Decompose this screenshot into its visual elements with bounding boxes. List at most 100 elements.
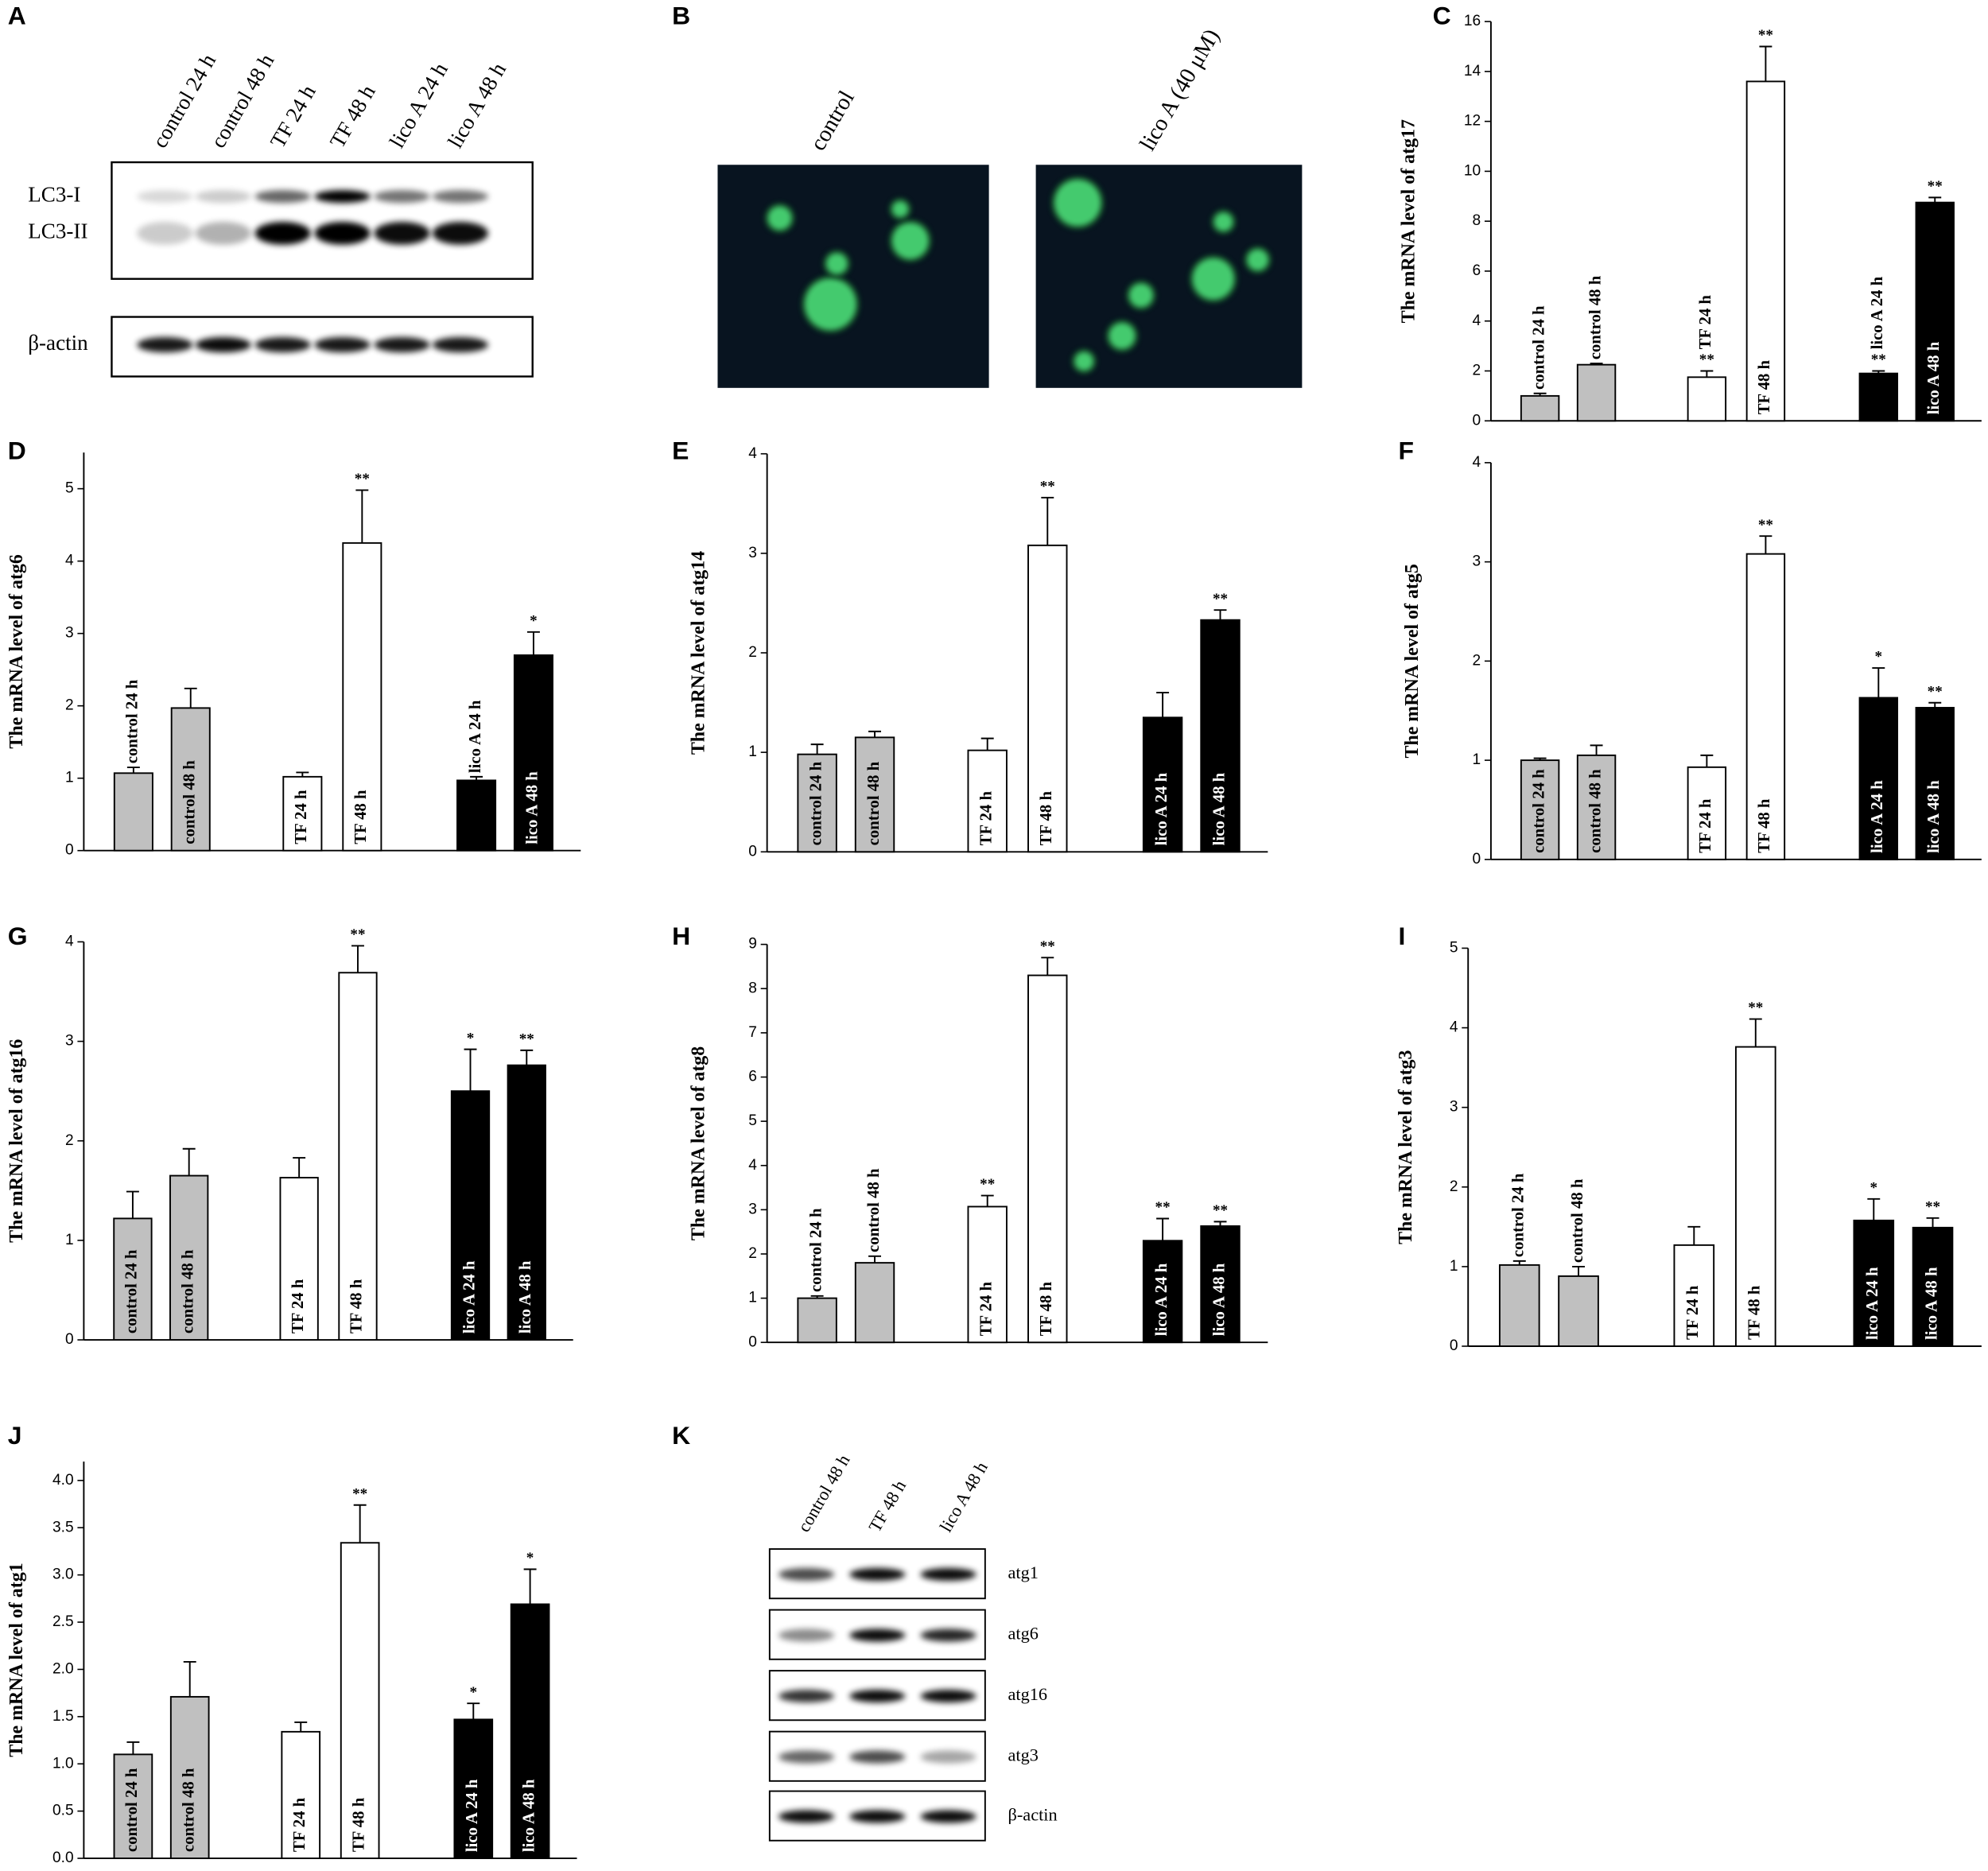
error-bar <box>526 631 540 655</box>
error-bar <box>1928 196 1942 203</box>
significance: ** <box>350 926 365 943</box>
blot-band <box>195 190 251 204</box>
y-tick-label: 2 <box>748 1245 757 1262</box>
y-tick-label: 9 <box>748 936 757 953</box>
panel-label: K <box>672 1421 690 1450</box>
y-tick-label: 2 <box>748 644 757 661</box>
row-label: atg6 <box>1008 1624 1039 1644</box>
error-bar <box>1867 1198 1881 1221</box>
error-bar <box>980 1194 994 1207</box>
error-bar <box>523 1568 537 1605</box>
blot-band <box>137 221 193 245</box>
y-tick-label: 2.0 <box>52 1660 74 1677</box>
error-bar <box>1749 1018 1762 1047</box>
bar-label: lico A 24 h <box>460 1260 478 1333</box>
row-label: atg1 <box>1008 1562 1039 1582</box>
bar <box>1858 697 1899 860</box>
lane-label: TF 48 h <box>864 1477 910 1535</box>
error-bar <box>1512 1260 1526 1265</box>
y-tick-label: 1 <box>65 1232 74 1248</box>
bar <box>513 654 553 852</box>
blot-band <box>374 221 430 245</box>
y-tick-label: 2 <box>1473 652 1481 669</box>
y-tick-label: 4 <box>1473 454 1481 471</box>
panel-label: H <box>672 922 690 950</box>
blot-band <box>778 1750 835 1764</box>
y-tick-label: 0 <box>1450 1337 1458 1354</box>
row-label: β-actin <box>28 331 88 355</box>
blot-band <box>920 1628 977 1642</box>
bar-label: lico A 24 h <box>1153 1263 1171 1336</box>
bar-label: control 24 h <box>1530 769 1547 853</box>
row-label: β-actin <box>1008 1805 1058 1825</box>
y-tick-label: 12 <box>1464 113 1481 130</box>
image-label: lico A (40 μM) <box>1135 25 1225 155</box>
error-bar <box>1533 392 1547 396</box>
bar-label: control 24 h <box>1530 305 1547 390</box>
significance: ** <box>1925 1198 1940 1215</box>
error-bar <box>1590 363 1603 365</box>
error-bar <box>467 1702 480 1720</box>
lane-label: TF 48 h <box>325 80 380 152</box>
bar <box>1745 80 1786 422</box>
lane-label: TF 24 h <box>266 80 320 152</box>
y-tick-label: 10 <box>1464 162 1481 179</box>
significance: * <box>526 1550 534 1566</box>
bar <box>1027 974 1068 1344</box>
blot-band <box>195 337 251 353</box>
panel-label: J <box>8 1421 22 1450</box>
bar <box>113 1753 153 1860</box>
bar-label: lico A 48 h <box>1923 1267 1940 1340</box>
bar <box>338 972 378 1341</box>
y-axis-label: The mRNA level of atg16 <box>6 1039 27 1243</box>
error-bar <box>1213 1221 1227 1226</box>
significance: ** <box>355 471 370 487</box>
lane-label: lico A 48 h <box>443 58 511 152</box>
error-bar <box>980 737 994 751</box>
error-bar <box>1590 744 1603 755</box>
y-tick-label: 16 <box>1464 13 1481 29</box>
y-tick-label: 4 <box>748 445 757 462</box>
bar <box>1142 716 1183 853</box>
y-tick-label: 1 <box>1473 751 1481 768</box>
error-bar <box>126 767 140 774</box>
significance: * <box>470 1684 478 1701</box>
bar <box>113 1217 153 1341</box>
y-axis-label: The mRNA level of atg6 <box>6 554 27 748</box>
y-tick-label: 1 <box>748 743 757 760</box>
error-bar <box>294 1722 308 1732</box>
error-bar <box>296 771 309 777</box>
bar <box>450 1090 491 1341</box>
panel-label: C <box>1433 2 1451 30</box>
blot-band <box>920 1567 977 1581</box>
error-bar <box>1213 609 1227 620</box>
bar <box>456 779 497 852</box>
bar-label: TF 24 h <box>1697 295 1714 350</box>
bar-label: lico A 24 h <box>1153 772 1171 845</box>
y-tick-label: 8 <box>748 980 757 996</box>
panel-label: A <box>8 2 26 30</box>
bar <box>170 707 211 852</box>
y-tick-label: 0 <box>748 843 757 860</box>
bar <box>1912 1226 1954 1347</box>
panel-label: G <box>8 922 28 950</box>
significance: ** <box>1213 591 1228 607</box>
y-tick-label: 2.5 <box>52 1613 74 1630</box>
y-tick-label: 5 <box>65 480 74 497</box>
error-bar <box>810 1295 824 1298</box>
y-tick-label: 7 <box>748 1024 757 1041</box>
significance: ** <box>1699 351 1714 368</box>
bar <box>340 1542 380 1860</box>
bar-label: lico A 24 h <box>467 700 484 773</box>
error-bar <box>126 1190 139 1219</box>
error-bar <box>810 743 824 755</box>
y-tick-label: 0 <box>748 1333 757 1350</box>
bar <box>279 1177 319 1341</box>
y-tick-label: 3 <box>748 1201 757 1217</box>
bar-label: TF 24 h <box>291 1797 309 1852</box>
row-label: LC3-I <box>28 182 80 206</box>
y-tick-label: 3 <box>1473 553 1481 570</box>
y-tick-label: 1.5 <box>52 1708 74 1725</box>
bar <box>797 753 837 853</box>
